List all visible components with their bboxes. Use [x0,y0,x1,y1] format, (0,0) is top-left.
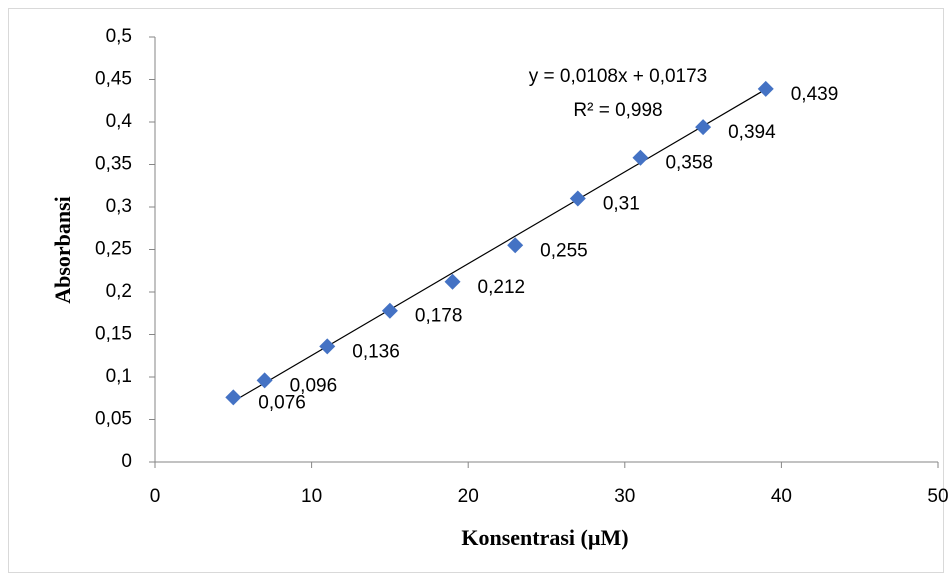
x-axis-title: Konsentrasi (µM) [461,525,628,550]
trendline-equation: y = 0,0108x + 0,0173 [529,66,708,87]
y-tick-label: 0,45 [95,69,132,90]
x-tick-label: 50 [927,486,948,507]
chart: Konsentrasi (µM) Absorbansi 0 0,05 0,1 0,15… [0,0,952,581]
x-tick-label: 30 [614,486,635,507]
data-label: 0,394 [728,122,776,143]
y-tick-label: 0,1 [106,366,132,387]
y-tick-label: 0,15 [95,324,132,345]
data-label: 0,31 [603,194,640,215]
trendline-r2: R² = 0,998 [573,100,662,121]
y-tick-label: 0 [121,451,132,472]
x-tick-label: 40 [771,486,792,507]
data-label: 0,096 [290,375,338,396]
y-tick-label: 0,3 [106,196,132,217]
x-tick-label: 10 [301,486,322,507]
data-label: 0,212 [478,277,526,298]
data-label: 0,178 [415,306,463,327]
y-tick-label: 0,5 [106,26,132,47]
y-tick-label: 0,35 [95,154,132,175]
y-tick-label: 0,25 [95,239,132,260]
data-label: 0,358 [665,153,713,174]
y-tick-label: 0,4 [106,111,133,132]
data-label: 0,136 [352,341,400,362]
x-tick-label: 20 [458,486,479,507]
data-label: 0,439 [791,84,839,105]
x-tick-label: 0 [150,486,161,507]
y-tick-label: 0,2 [106,281,132,302]
y-axis-title: Absorbansi [50,196,75,304]
y-tick-label: 0,05 [95,409,132,430]
data-label: 0,255 [540,240,588,261]
